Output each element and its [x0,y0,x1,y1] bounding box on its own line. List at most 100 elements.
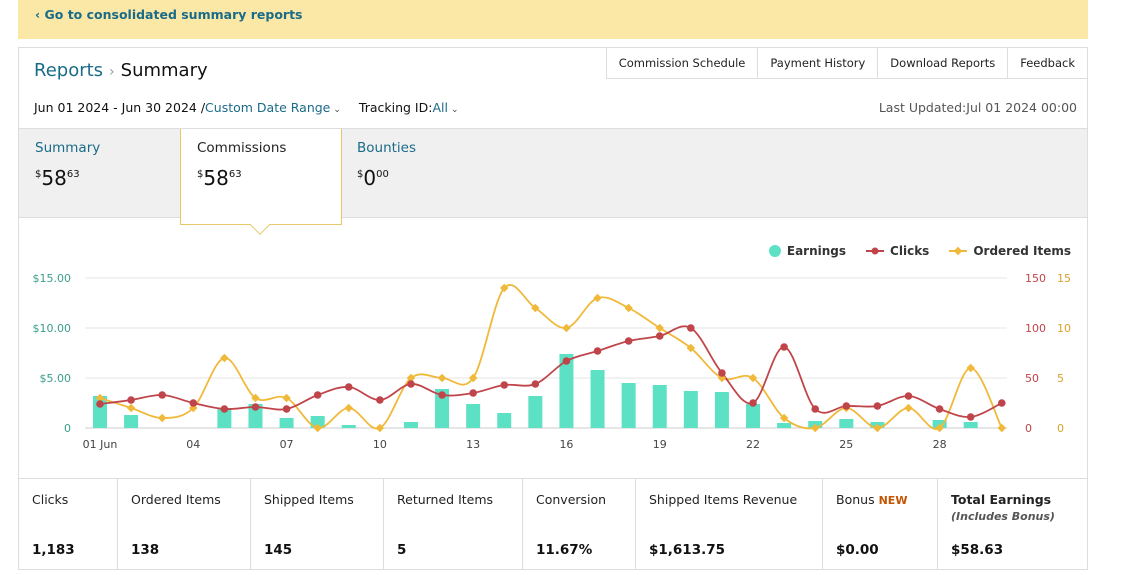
chevron-down-icon: ⌄ [333,105,341,115]
stat-clicks: Clicks 1,183 [19,479,118,570]
y-items-tick-label: 15 [1057,272,1071,285]
ordered-items-point [500,283,509,293]
y-clicks-tick-label: 100 [1025,322,1046,335]
ordered-items-point [810,423,820,433]
stat-ordered-items: Ordered Items 138 [118,479,251,570]
tracking-id-dropdown[interactable]: Tracking ID:All ⌄ [359,100,459,115]
custom-date-range-dropdown[interactable]: Custom Date Range ⌄ [205,100,341,115]
stat-label: Ordered Items [131,492,221,507]
clicks-point [562,357,571,365]
earnings-bar [341,425,356,428]
ordered-items-point [157,413,167,423]
y-clicks-tick-label: 50 [1025,372,1039,385]
stat-value: 138 [131,542,160,558]
ordered-items-point [686,343,696,353]
stat-value: 1,183 [32,542,75,558]
clicks-point [158,391,166,399]
clicks-point [438,391,446,399]
x-tick-label: 13 [466,438,480,451]
report-panel: Reports › Summary Commission Schedule Paym… [18,47,1088,570]
tab-commissions[interactable]: Commissions $5863 [180,129,342,235]
legend-ordered-items[interactable]: Ordered Items [949,244,1071,258]
stat-label: Shipped Items Revenue [649,492,798,507]
summary-tabs: Summary $5863 Commissions $5863 Bounties… [19,128,1087,235]
stat-bonus: Bonus NEW $0.00 [823,479,938,570]
ordered-items-point [313,423,322,433]
y-items-tick-label: 0 [1057,422,1064,435]
stat-label: Shipped Items [264,492,354,507]
tab-commissions-value: $5863 [197,166,242,190]
ordered-items-point [562,323,571,333]
stat-label: Conversion [536,492,607,507]
earnings-bar [559,354,574,428]
clicks-point [251,403,260,411]
x-tick-label: 16 [559,438,573,451]
earnings-bar [839,419,854,428]
ordered-items-point [655,323,664,333]
legend-clicks-label: Clicks [890,244,930,258]
download-reports-button[interactable]: Download Reports [877,47,1009,79]
feedback-button[interactable]: Feedback [1007,47,1088,79]
clicks-point [500,381,509,389]
last-updated-text: Last Updated:Jul 01 2024 00:00 [878,100,1077,115]
clicks-point [469,389,477,397]
clicks-point [842,402,851,410]
stat-conversion: Conversion 11.67% [523,479,636,570]
stat-label: Bonus [836,492,875,507]
ordered-items-point [95,393,105,403]
earnings-bar [403,422,418,428]
earnings-bar [621,383,636,428]
earnings-bar [528,396,543,428]
ordered-items-line [99,284,1003,430]
stat-value: $0.00 [836,542,879,558]
stat-value: $58.63 [951,542,1004,558]
clicks-point [749,399,757,407]
stat-label: Clicks [32,492,69,507]
stat-value: 145 [264,542,293,558]
consolidated-reports-link[interactable]: ‹ Go to consolidated summary reports [35,7,303,22]
clicks-point [96,400,104,408]
clicks-point [873,402,882,410]
ordered-items-point [375,423,385,433]
stat-label: Total Earnings [951,492,1052,507]
ordered-items-line-icon [949,246,968,256]
stat-value: 5 [397,542,407,558]
clicks-point [687,324,695,332]
earnings-bar [963,422,978,428]
earnings-bar [497,413,512,428]
x-tick-label: 07 [280,438,294,451]
custom-date-range-label: Custom Date Range [205,100,331,115]
stat-label: Returned Items [397,492,494,507]
date-filter-row: Jun 01 2024 - Jun 30 2024 /Custom Date R… [34,100,459,115]
clicks-point [376,396,384,404]
payment-history-button[interactable]: Payment History [757,47,879,79]
earnings-dot-icon [768,245,781,257]
legend-clicks[interactable]: Clicks [866,244,929,258]
chart-legend: Earnings Clicks Ordered Items [749,244,1071,258]
clicks-point [935,405,944,413]
y-items-tick-label: 10 [1057,322,1071,335]
earnings-bar [310,416,325,428]
x-tick-label: 04 [186,438,200,451]
clicks-point [407,380,415,388]
tab-summary[interactable]: Summary $5863 [19,129,180,219]
commission-schedule-button[interactable]: Commission Schedule [605,47,759,79]
tab-summary-label: Summary [35,140,101,156]
breadcrumb-separator: › [109,64,115,80]
legend-earnings[interactable]: Earnings [768,244,846,258]
ordered-items-point [593,293,602,303]
tab-commissions-label: Commissions [197,140,287,156]
page-title: Summary [120,60,208,81]
y-left-tick-label: $15.00 [33,272,72,285]
ordered-items-point [966,363,975,373]
x-tick-label: 25 [839,438,853,451]
x-tick-label: 28 [933,438,947,451]
clicks-point [593,347,602,355]
x-tick-label: 22 [746,438,760,451]
stat-shipped-items: Shipped Items 145 [251,479,384,570]
breadcrumb-reports-link[interactable]: Reports [34,60,104,81]
earnings-bar [746,404,761,428]
ordered-items-point [406,373,416,383]
clicks-line [99,325,1003,418]
tab-bounties[interactable]: Bounties $000 [341,129,502,219]
